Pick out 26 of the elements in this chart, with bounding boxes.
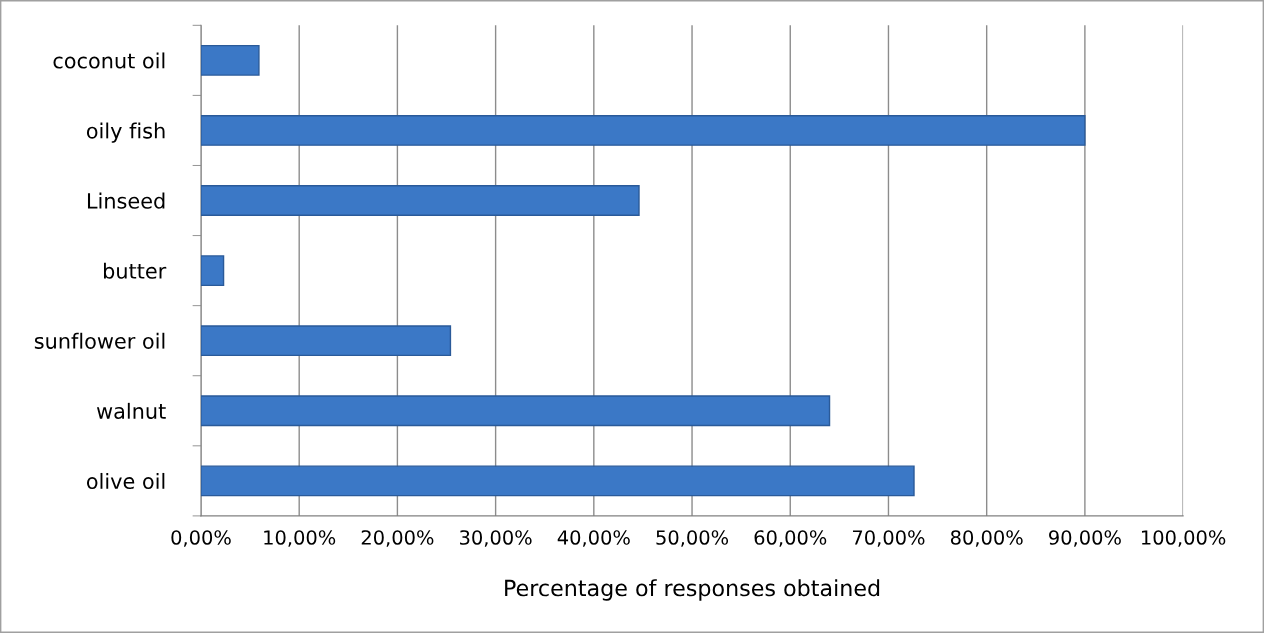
x-tick-label: 90,00% <box>1049 530 1121 547</box>
x-tick-label: 30,00% <box>460 530 532 547</box>
x-tick-label: 10,00% <box>264 530 336 547</box>
bar <box>200 255 225 287</box>
bar <box>200 465 915 497</box>
x-tick-label: 20,00% <box>361 530 434 547</box>
bar <box>200 185 640 216</box>
bar <box>200 44 260 76</box>
bar <box>200 395 831 427</box>
y-tick-label: Linseed <box>87 192 165 209</box>
x-tick-label: 0,00% <box>171 530 231 547</box>
y-tick-label: sunflower oil <box>34 332 165 349</box>
y-tick-label: oily fish <box>86 122 165 143</box>
x-tick-label: 100,00% <box>1141 530 1226 547</box>
y-tick-label: butter <box>104 262 167 279</box>
bar <box>200 115 1086 146</box>
x-tick-label: 60,00% <box>754 530 827 547</box>
x-axis-title: Percentage of responses obtained <box>505 579 880 601</box>
y-tick-label: olive oil <box>86 472 165 490</box>
x-tick-label: 50,00% <box>656 530 729 547</box>
y-tick-label: walnut <box>96 402 166 419</box>
y-tick-label: coconut oil <box>53 52 165 69</box>
x-tick-label: 70,00% <box>852 530 925 547</box>
bar <box>200 325 452 357</box>
x-tick-label: 80,00% <box>950 530 1023 547</box>
x-tick-label: 40,00% <box>557 530 630 547</box>
